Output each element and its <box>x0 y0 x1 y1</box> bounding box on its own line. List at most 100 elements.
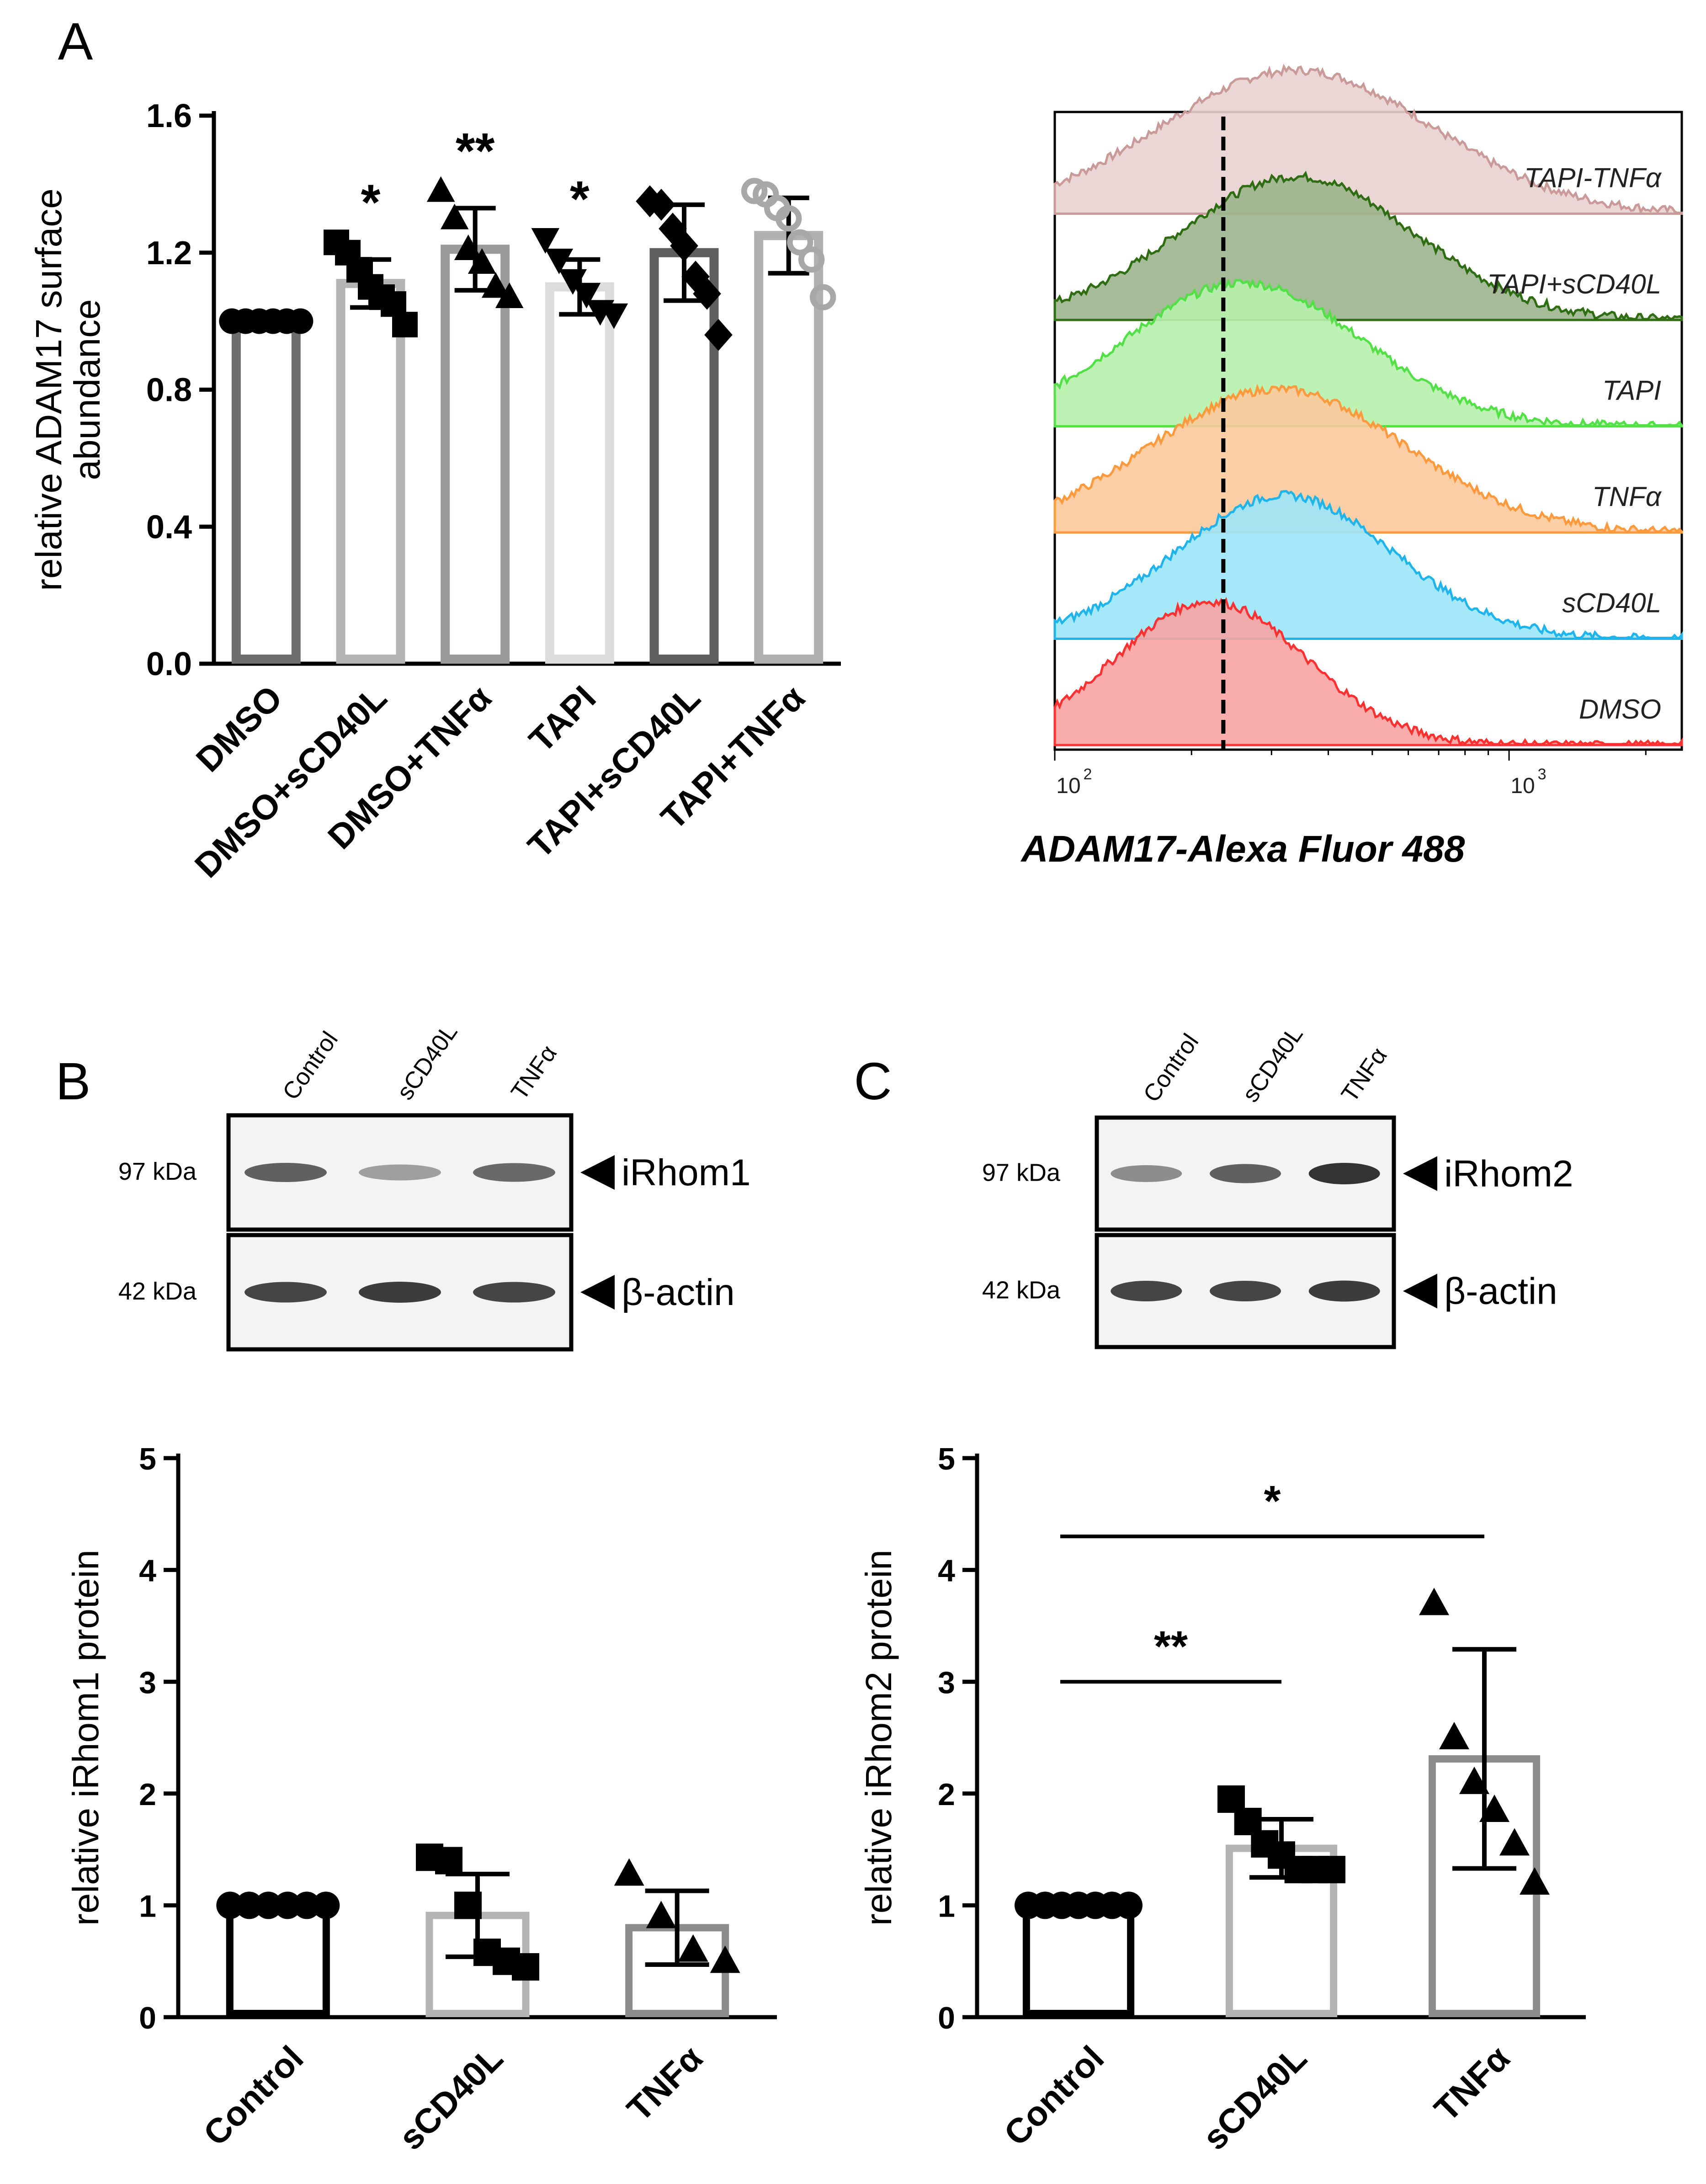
lane-label: Control <box>277 1027 343 1105</box>
data-point <box>495 282 524 308</box>
data-point <box>545 248 574 274</box>
data-point <box>312 1891 340 1919</box>
bar <box>336 279 405 664</box>
x-tick-label: sCD40L <box>1196 2039 1314 2157</box>
x-tick-label: TNFα <box>620 2039 710 2129</box>
x-tick-label: 10 <box>1056 774 1080 798</box>
chart-A-bar: 0.0 0.4 0.8 1.2 1.6 relative ADAM17 surfaceab… <box>28 98 841 885</box>
x-tick-exponent: 3 <box>1538 766 1547 783</box>
data-point <box>1439 1722 1469 1749</box>
y-tick-label: 4 <box>938 1554 955 1588</box>
data-point <box>274 1891 302 1919</box>
protein-band <box>244 1163 327 1182</box>
series-label: TAPI+sCD40L <box>1487 269 1661 299</box>
y-tick-label: 0.0 <box>146 646 192 682</box>
histogram-series <box>1053 597 1683 746</box>
kda-label: 42 kDa <box>118 1278 197 1305</box>
y-tick-label: 4 <box>139 1554 156 1588</box>
data-point <box>426 176 455 202</box>
kda-label: 97 kDa <box>982 1159 1061 1187</box>
data-point <box>454 234 483 261</box>
lane-label: TNFα <box>506 1040 562 1105</box>
y-tick-label: 0.8 <box>146 372 192 409</box>
data-point <box>1419 1587 1449 1615</box>
lane-label: Control <box>1138 1029 1204 1107</box>
arrow-icon <box>580 1275 615 1310</box>
data-point <box>468 248 496 274</box>
histogram-series <box>1053 490 1683 641</box>
histogram-series <box>1053 64 1683 215</box>
data-point <box>392 312 418 338</box>
bar <box>754 231 824 664</box>
western-blot-C: Control sCD40L TNFα 97 kDa iRhom2 42 kDa β-act… <box>982 1022 1573 1349</box>
y-tick-label: 3 <box>139 1665 156 1700</box>
data-point <box>558 269 587 295</box>
data-point <box>600 303 628 329</box>
x-tick-label: Control <box>997 2039 1111 2153</box>
chart-A-histogram: TAPI-TNFα TAPI+sCD40L TAPI TNFα sCD40L DMSO 10… <box>1020 64 1683 870</box>
panel-label-b: B <box>56 1052 91 1111</box>
y-tick-label: 0.4 <box>146 509 192 545</box>
data-point <box>787 229 813 256</box>
significance-label: * <box>361 174 381 230</box>
series-label: TAPI <box>1602 375 1661 406</box>
data-point <box>614 1858 644 1886</box>
protein-band <box>473 1282 555 1303</box>
x-tick-label: DMSO+sCD40L <box>187 678 394 885</box>
x-axis-label: ADAM17-Alexa Fluor 488 <box>1020 828 1465 870</box>
data-point <box>235 1891 263 1919</box>
data-point <box>1520 1867 1550 1895</box>
chart-C-bar: 0 1 2 3 4 5 relative iRhom2 protein Control sCD4… <box>858 1442 1586 2157</box>
bar <box>545 282 614 664</box>
target-label: β-actin <box>1444 1271 1557 1312</box>
data-point <box>255 1891 282 1919</box>
lane-label: sCD40L <box>1237 1022 1308 1107</box>
y-tick-label: 1 <box>938 1889 955 1923</box>
data-point <box>693 277 721 310</box>
data-point <box>216 1891 244 1919</box>
bar <box>441 245 510 664</box>
y-tick-label: 0 <box>139 2001 156 2035</box>
y-axis-label-line: relative ADAM17 surface <box>28 188 69 591</box>
y-tick-label: 5 <box>139 1442 156 1476</box>
panel-label-a: A <box>58 12 93 71</box>
protein-band <box>359 1282 441 1303</box>
y-tick-label: 1 <box>139 1889 156 1923</box>
protein-band <box>1210 1281 1281 1301</box>
data-point <box>670 229 698 262</box>
protein-band <box>359 1164 441 1181</box>
data-point <box>1318 1856 1345 1884</box>
data-point <box>435 1847 462 1875</box>
lane-label: TNFα <box>1336 1043 1392 1107</box>
y-axis-label: relative iRhom2 protein <box>858 1550 899 1926</box>
data-point <box>798 246 825 273</box>
kda-label: 97 kDa <box>118 1158 197 1185</box>
x-tick-label: TAPI <box>522 678 604 760</box>
data-point <box>1479 1794 1509 1822</box>
lane-label: sCD40L <box>392 1019 462 1105</box>
y-axis-label: relative ADAM17 surfaceabundance <box>28 188 107 591</box>
y-tick-label: 2 <box>938 1777 955 1812</box>
data-point <box>1115 1891 1143 1919</box>
x-tick-label: DMSO <box>189 678 290 779</box>
y-axis-label: relative iRhom1 protein <box>65 1550 106 1926</box>
x-tick-label: 10 <box>1510 774 1535 798</box>
histogram-series <box>1053 170 1683 321</box>
target-label: iRhom2 <box>1444 1153 1573 1195</box>
data-point <box>454 1891 482 1919</box>
data-point <box>1499 1828 1530 1856</box>
y-tick-label: 3 <box>938 1665 955 1700</box>
y-axis-label-line: abundance <box>67 299 107 480</box>
data-point <box>481 272 510 298</box>
y-tick-label: 1.2 <box>146 235 192 272</box>
y-tick-label: 2 <box>139 1777 156 1812</box>
x-tick-label: TNFα <box>1427 2039 1517 2129</box>
target-label: iRhom1 <box>622 1152 751 1193</box>
data-point <box>531 228 560 254</box>
bar <box>1022 1902 1135 2017</box>
x-tick-label: Control <box>196 2039 311 2153</box>
arrow-icon <box>1403 1156 1437 1191</box>
y-tick-label: 0 <box>938 2001 955 2035</box>
target-label: β-actin <box>622 1272 735 1313</box>
y-tick-label: 1.6 <box>146 98 192 134</box>
